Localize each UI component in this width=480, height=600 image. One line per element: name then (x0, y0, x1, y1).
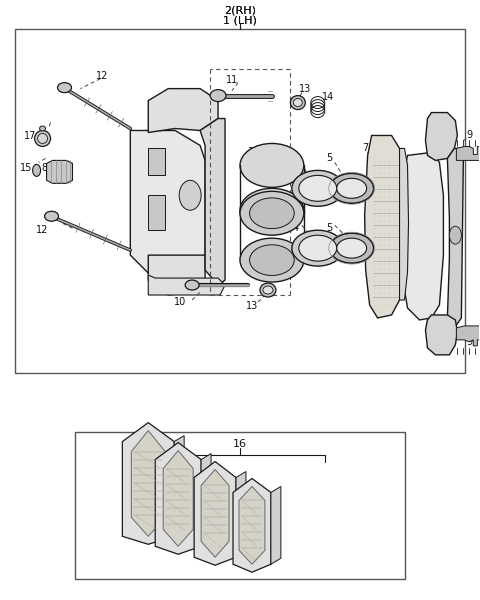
Text: 17: 17 (24, 131, 37, 142)
Text: 10: 10 (174, 297, 186, 307)
Text: 1 (LH): 1 (LH) (223, 16, 257, 26)
Ellipse shape (33, 164, 41, 176)
Text: 12: 12 (96, 71, 108, 80)
Polygon shape (47, 160, 72, 184)
Ellipse shape (336, 178, 367, 198)
Ellipse shape (240, 238, 304, 282)
Polygon shape (271, 487, 281, 564)
Text: 4: 4 (293, 223, 299, 233)
Text: 4: 4 (293, 154, 299, 163)
Text: 15: 15 (21, 163, 33, 173)
Ellipse shape (45, 211, 59, 221)
Polygon shape (425, 113, 457, 160)
Ellipse shape (240, 191, 304, 235)
Bar (75, 431, 405, 579)
Polygon shape (233, 478, 271, 572)
Text: 9: 9 (466, 337, 472, 347)
Text: 14: 14 (322, 92, 334, 101)
Bar (15, 29, 465, 373)
Text: 5: 5 (326, 154, 333, 163)
Ellipse shape (292, 170, 344, 206)
Polygon shape (155, 443, 201, 554)
Text: 9: 9 (466, 130, 472, 140)
Polygon shape (148, 275, 225, 295)
Ellipse shape (293, 98, 302, 107)
Text: 1 (LH): 1 (LH) (223, 16, 257, 26)
Ellipse shape (210, 89, 226, 101)
Ellipse shape (260, 283, 276, 297)
Polygon shape (174, 436, 184, 536)
Polygon shape (456, 146, 480, 160)
Polygon shape (365, 136, 405, 318)
Polygon shape (201, 454, 211, 546)
Ellipse shape (39, 126, 46, 131)
Text: 13: 13 (299, 83, 311, 94)
Polygon shape (399, 148, 408, 300)
Text: 12: 12 (36, 225, 49, 235)
Ellipse shape (299, 175, 336, 201)
Polygon shape (402, 152, 444, 320)
Text: 13: 13 (246, 301, 258, 311)
Polygon shape (425, 315, 457, 355)
Ellipse shape (240, 143, 304, 187)
Polygon shape (132, 431, 165, 536)
Polygon shape (148, 255, 205, 295)
Polygon shape (456, 326, 480, 346)
Ellipse shape (250, 198, 294, 229)
Ellipse shape (299, 235, 336, 261)
Ellipse shape (35, 130, 50, 146)
Ellipse shape (179, 181, 201, 210)
Ellipse shape (292, 230, 344, 266)
Text: 5: 5 (326, 223, 333, 233)
Text: 8: 8 (41, 163, 48, 173)
Text: 11: 11 (226, 74, 238, 85)
Text: 2(RH): 2(RH) (224, 6, 256, 16)
Polygon shape (163, 451, 193, 546)
Polygon shape (130, 130, 205, 275)
Ellipse shape (336, 238, 367, 258)
Ellipse shape (330, 173, 373, 203)
Ellipse shape (263, 286, 273, 294)
Polygon shape (201, 470, 229, 557)
Text: 6: 6 (444, 131, 450, 142)
Polygon shape (148, 196, 165, 230)
Polygon shape (236, 472, 246, 557)
Ellipse shape (185, 280, 199, 290)
Text: 16: 16 (233, 439, 247, 449)
Text: 2(RH): 2(RH) (224, 6, 256, 16)
Polygon shape (148, 89, 218, 133)
Ellipse shape (290, 95, 305, 110)
Text: 3: 3 (244, 213, 250, 223)
Ellipse shape (240, 188, 304, 232)
Polygon shape (194, 461, 236, 565)
Text: 3: 3 (247, 148, 253, 157)
Ellipse shape (37, 133, 48, 143)
Ellipse shape (330, 233, 373, 263)
Polygon shape (148, 148, 165, 175)
Ellipse shape (449, 226, 461, 244)
Ellipse shape (58, 83, 72, 92)
Polygon shape (239, 487, 265, 564)
Polygon shape (200, 119, 225, 285)
Polygon shape (447, 148, 463, 328)
Ellipse shape (250, 245, 294, 275)
Polygon shape (122, 422, 174, 544)
Text: 7: 7 (362, 143, 369, 154)
